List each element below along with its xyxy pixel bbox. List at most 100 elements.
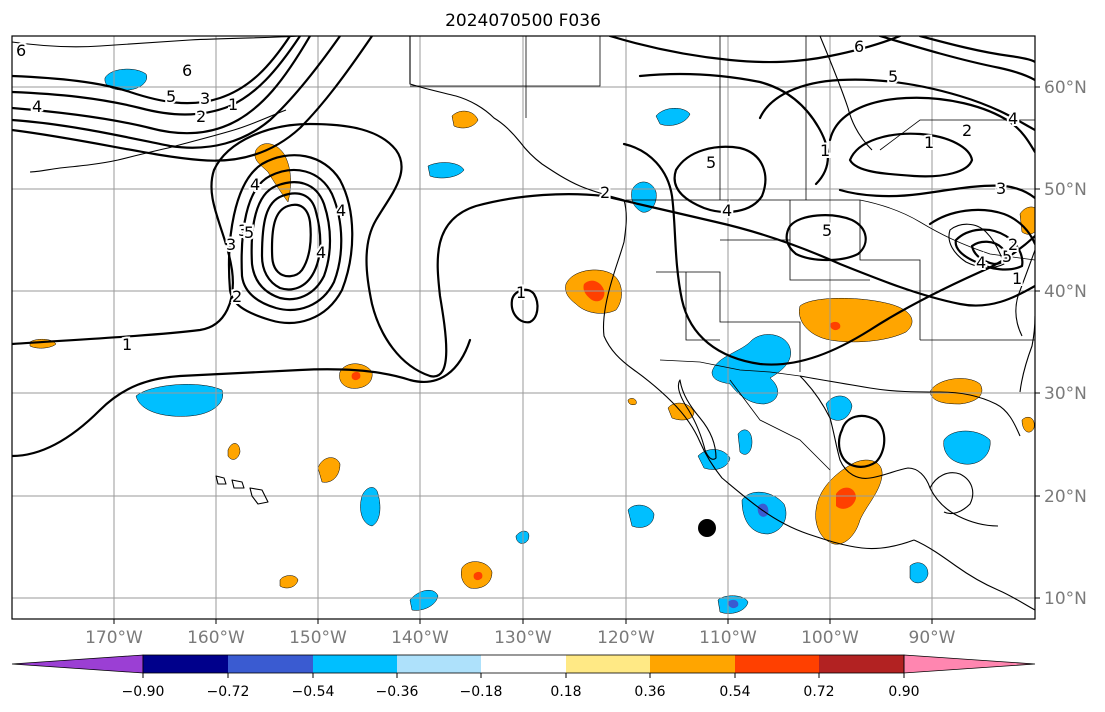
bering-coast (12, 36, 301, 48)
hawaii-island-3 (249, 487, 269, 505)
contour-label: 1 (122, 335, 132, 354)
canada-province-line-4 (879, 119, 1035, 151)
hawaii-island-2 (231, 479, 245, 489)
contour-label: 1 (924, 133, 934, 152)
contour-label: 4 (336, 201, 346, 220)
contour-west-pacific-low-outer (12, 36, 292, 105)
orange-fill-gulf-alaska (451, 110, 479, 129)
colorbar-frame (142, 654, 905, 674)
contour-us-1 (602, 194, 1035, 307)
us-mexico-border (659, 359, 801, 377)
contour-pacific-high-ring-1 (227, 154, 354, 324)
colorbar-swatch (228, 655, 313, 673)
colorbar-max-extension (903, 654, 1036, 674)
colorbar-tick-label: −0.36 (376, 684, 419, 700)
colorbar-min-extension (11, 654, 144, 674)
contour-canada-6 (838, 184, 1035, 200)
contour-pacific-high-ring-5 (270, 203, 312, 278)
height-contours (12, 36, 1035, 468)
contour-labels: 6 5 4 3 2 1 4 3 2 1 5 4 2 1 6 5 4 3 2 1 … (14, 36, 1024, 356)
contour-label: 1 (820, 141, 830, 160)
contour-label: 4 (316, 243, 326, 262)
contour-label: 2 (196, 107, 206, 126)
contour-us-2 (622, 142, 1035, 366)
orange-fill-atlantic (1019, 206, 1035, 235)
contour-label: 6 (854, 37, 864, 56)
colorbar-tick-label: 0.90 (888, 684, 919, 700)
us-gulf-coast (799, 375, 1021, 437)
lat-label: 20°N (1044, 487, 1087, 507)
lon-label: 170°W (85, 628, 143, 648)
contour-label: 2 (1008, 235, 1018, 254)
orange-fill-pacific-22n (317, 457, 341, 483)
lat-label: 40°N (1044, 282, 1087, 302)
gulf-of-mexico-coast (799, 375, 999, 527)
contour-label: 5 (822, 221, 832, 240)
contour-label: 4 (976, 253, 986, 272)
blue-fill-pacific-15n (515, 530, 530, 544)
blue-fill-pacific-10n-a (409, 589, 439, 611)
alaska-coastline (409, 36, 625, 201)
hawaii-island-1 (215, 475, 227, 485)
state-line-3 (685, 272, 720, 341)
contour-west-pacific-low-3 (12, 36, 312, 135)
contour-label: 5 (166, 87, 176, 106)
blue-fill-alberta (655, 108, 691, 126)
contour-label: 5 (888, 67, 898, 86)
red-fill-pacific-12n (473, 571, 483, 581)
lon-label: 140°W (391, 628, 449, 648)
contour-label: 4 (1008, 109, 1018, 128)
contour-label: 1 (516, 283, 526, 302)
lon-label: 150°W (289, 628, 347, 648)
lat-label: 10°N (1044, 589, 1087, 609)
contour-label: 1 (228, 95, 238, 114)
blue-fill-gulf-alaska (427, 162, 465, 179)
colorbar-tick-label: 0.72 (803, 684, 834, 700)
contour-label: 5 (1002, 247, 1012, 266)
station-marker (698, 519, 716, 537)
contour-us-3-low (673, 145, 767, 214)
contour-pacific-high-ring-3 (250, 181, 332, 301)
orange-fill-central-us (798, 298, 913, 343)
canada-province-line-3 (410, 36, 601, 87)
contour-gulf-mexico-low (837, 414, 886, 468)
orange-fill-gulf-coast-east (1021, 417, 1035, 433)
yucatan-coast (929, 472, 974, 515)
contour-label: 6 (16, 41, 26, 60)
lon-label: 120°W (597, 628, 655, 648)
colorbar-swatch (481, 655, 566, 673)
colorbar-tick-label: 0.36 (634, 684, 665, 700)
colorbar-swatch (397, 655, 481, 673)
blue-fill-gulf-east (943, 430, 991, 465)
lon-label: 90°W (909, 628, 956, 648)
contour-west-pacific-low-2 (12, 36, 302, 116)
colorbar: −0.90 −0.72 −0.54 −0.36 −0.18 0.18 0.36 … (11, 654, 1036, 700)
colorbar-swatch (819, 655, 904, 673)
contour-label: 2 (600, 183, 610, 202)
blue-fill-gulf-west (825, 395, 853, 421)
contour-canada-1 (638, 72, 829, 186)
contour-label: 4 (250, 175, 260, 194)
contour-label: 4 (722, 201, 732, 220)
contour-label: 3 (226, 235, 236, 254)
contour-pacific-high-2 (12, 338, 472, 458)
orange-fill-hawaii-west (227, 443, 241, 460)
contour-label: 2 (962, 121, 972, 140)
contour-canada-5 (828, 96, 1035, 154)
colorbar-swatch (650, 655, 735, 673)
lat-label: 50°N (1044, 180, 1087, 200)
contour-label: 3 (200, 89, 210, 108)
colorbar-tick-label: −0.54 (292, 684, 335, 700)
colorbar-swatch (143, 655, 228, 673)
contour-label: 3 (996, 179, 1006, 198)
blue-fill-pacific-30n (135, 384, 224, 417)
contour-east-low-3 (970, 240, 1006, 266)
coastlines (12, 36, 1035, 611)
figure-title: 2024070500 F036 (445, 11, 601, 31)
contour-label: 3 (238, 221, 248, 240)
great-lakes (948, 223, 1005, 269)
colorbar-swatch (313, 655, 397, 673)
contour-canada-7 (878, 36, 1035, 82)
colorbar-tick-label: −0.90 (122, 684, 165, 700)
contour-label: 4 (32, 97, 42, 116)
